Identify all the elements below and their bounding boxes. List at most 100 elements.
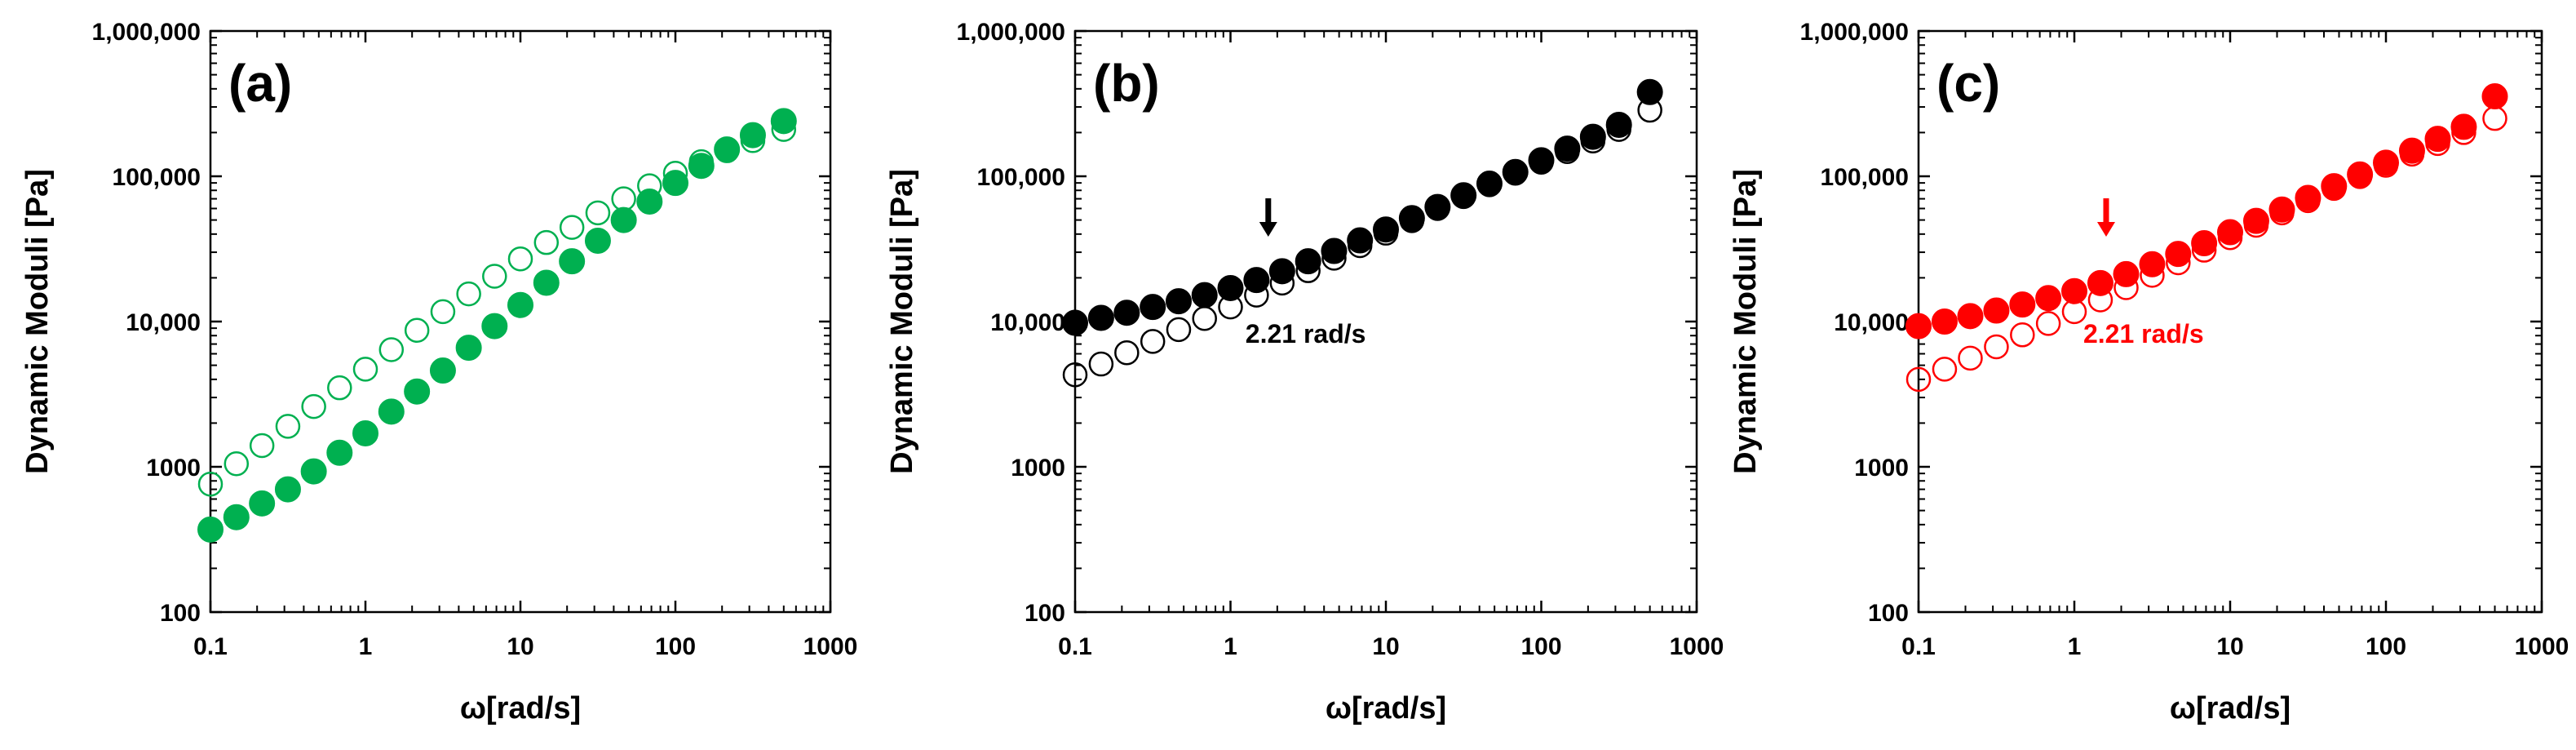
x-tick-label: 10 bbox=[507, 633, 533, 660]
series-storage-modulus bbox=[1062, 78, 1663, 336]
crossover-arrow-head bbox=[1259, 222, 1277, 237]
y-tick-label: 1000 bbox=[146, 455, 201, 482]
data-point-filled bbox=[223, 504, 250, 530]
data-point-filled bbox=[274, 476, 301, 503]
panel-label: (b) bbox=[1093, 54, 1160, 113]
data-point-filled bbox=[2481, 83, 2508, 110]
data-point-filled bbox=[429, 357, 456, 384]
y-tick-label: 100 bbox=[1868, 600, 1909, 627]
data-point-open bbox=[378, 337, 405, 362]
data-point-open bbox=[224, 450, 250, 477]
data-point-open bbox=[249, 433, 275, 459]
x-tick-label: 10 bbox=[1372, 633, 1399, 660]
data-point-filled bbox=[455, 335, 482, 362]
y-tick-label: 100,000 bbox=[977, 164, 1065, 191]
data-point-filled bbox=[1165, 288, 1192, 315]
data-point-filled bbox=[1636, 78, 1663, 105]
data-point-filled bbox=[481, 313, 508, 339]
data-point-filled bbox=[2295, 184, 2321, 211]
data-point-open bbox=[275, 414, 301, 439]
panel-label: (a) bbox=[228, 54, 292, 113]
x-axis-label: ω[rad/s] bbox=[460, 691, 581, 726]
data-point-open bbox=[611, 186, 636, 211]
data-point-open bbox=[1062, 362, 1088, 388]
data-point-filled bbox=[1373, 216, 1399, 243]
data-point-filled bbox=[559, 248, 586, 275]
panel-3: 0.1 1 10 100 1000 100 1000 10,000 100,000 1,000,0… bbox=[1728, 19, 2569, 726]
x-tick-label: 1000 bbox=[803, 633, 858, 660]
data-point-filled bbox=[1140, 294, 1166, 321]
data-point-filled bbox=[1062, 309, 1088, 336]
data-point-filled bbox=[2035, 285, 2062, 312]
data-point-filled bbox=[1217, 274, 1244, 301]
x-axis-label: ω[rad/s] bbox=[2170, 691, 2291, 726]
data-point-open bbox=[1984, 334, 2009, 360]
y-tick-label: 1000 bbox=[1011, 455, 1065, 482]
data-point-filled bbox=[2268, 196, 2295, 223]
data-point-filled bbox=[1554, 135, 1581, 162]
data-point-open bbox=[507, 246, 533, 272]
data-point-open bbox=[1166, 317, 1192, 343]
data-point-filled bbox=[2061, 277, 2087, 304]
data-point-filled bbox=[1476, 171, 1503, 197]
data-point-filled bbox=[1321, 237, 1348, 264]
data-point-open bbox=[301, 393, 326, 419]
x-tick-label: 1 bbox=[2068, 633, 2082, 660]
panel-1: 0.1 1 10 100 1000 100 1000 10,000 100,000 1,000,0… bbox=[20, 19, 857, 726]
data-point-filled bbox=[507, 291, 533, 318]
data-point-open bbox=[533, 229, 560, 255]
y-axis-label: Dynamic Moduli [Pa] bbox=[20, 169, 55, 474]
x-tick-label: 100 bbox=[2366, 633, 2406, 660]
data-point-filled bbox=[688, 153, 715, 180]
x-tick-label: 1 bbox=[359, 633, 373, 660]
data-point-filled bbox=[714, 136, 741, 163]
data-point-open bbox=[1905, 366, 1932, 393]
data-point-filled bbox=[1268, 258, 1295, 285]
data-point-filled bbox=[770, 108, 797, 135]
data-point-filled bbox=[2321, 173, 2348, 200]
y-tick-label: 10,000 bbox=[1834, 309, 1909, 336]
data-point-filled bbox=[300, 458, 327, 485]
data-point-open bbox=[404, 317, 430, 344]
plot-frame bbox=[1917, 29, 2543, 614]
data-point-filled bbox=[197, 516, 224, 543]
data-point-filled bbox=[2450, 113, 2477, 140]
data-point-filled bbox=[1931, 308, 1958, 335]
data-point-open bbox=[327, 375, 352, 401]
data-point-filled bbox=[2242, 207, 2269, 234]
y-tick-label: 1,000,000 bbox=[1800, 19, 1909, 46]
plot-frame bbox=[209, 29, 832, 614]
data-point-filled bbox=[2217, 219, 2243, 246]
data-point-filled bbox=[1243, 267, 1270, 294]
data-point-filled bbox=[2113, 260, 2140, 287]
data-point-open bbox=[585, 200, 611, 226]
data-point-filled bbox=[1502, 158, 1529, 185]
data-point-open bbox=[430, 299, 456, 325]
plot-frame bbox=[1073, 29, 1698, 614]
y-tick-label: 1,000,000 bbox=[92, 19, 201, 46]
data-point-filled bbox=[1347, 227, 1374, 254]
data-point-filled bbox=[2347, 161, 2374, 188]
panel-label: (c) bbox=[1936, 54, 2000, 113]
y-tick-label: 100,000 bbox=[1821, 164, 1909, 191]
data-point-filled bbox=[378, 398, 405, 425]
data-point-filled bbox=[2165, 241, 2192, 268]
data-point-filled bbox=[1424, 193, 1451, 220]
data-point-open bbox=[197, 471, 224, 497]
data-point-open bbox=[1192, 305, 1217, 331]
data-point-open bbox=[1114, 339, 1140, 366]
data-point-open bbox=[2010, 322, 2035, 348]
x-tick-label: 100 bbox=[655, 633, 696, 660]
data-point-open bbox=[2482, 105, 2507, 131]
y-tick-label: 100 bbox=[1025, 600, 1065, 627]
data-point-open bbox=[1140, 329, 1166, 354]
data-point-open bbox=[1932, 357, 1958, 382]
y-tick-label: 10,000 bbox=[990, 309, 1065, 336]
data-point-filled bbox=[533, 269, 560, 296]
data-point-filled bbox=[1983, 297, 2010, 324]
series-storage-modulus bbox=[197, 108, 797, 543]
data-point-open bbox=[456, 281, 481, 307]
x-axis-label: ω[rad/s] bbox=[1326, 691, 1446, 726]
